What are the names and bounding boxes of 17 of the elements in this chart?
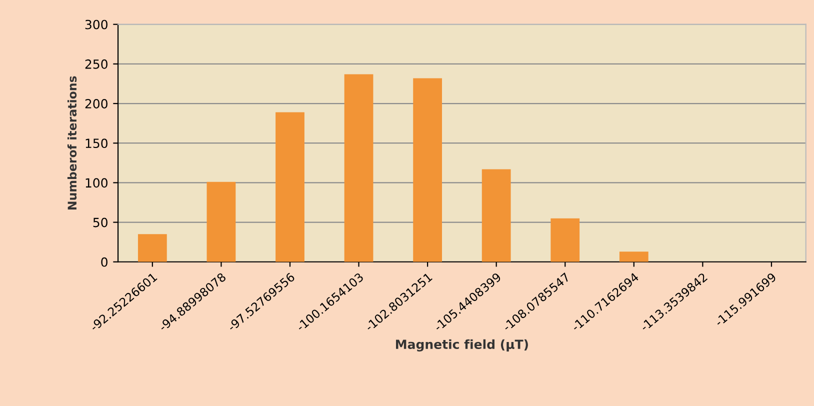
bar xyxy=(482,169,511,262)
bar xyxy=(550,218,580,262)
y-tick-label: 50 xyxy=(93,218,108,228)
y-tick-label: 300 xyxy=(85,20,108,30)
y-tick-label: 250 xyxy=(85,59,108,69)
y-tick-label: 150 xyxy=(86,138,108,148)
y-tick-label: 200 xyxy=(85,99,108,108)
x-axis-title: Magnetic field (µT) xyxy=(396,339,528,352)
bar xyxy=(344,74,374,262)
y-tick-label: 0 xyxy=(101,257,108,267)
bar xyxy=(276,112,304,262)
bar xyxy=(619,252,648,262)
bar xyxy=(413,78,442,262)
bar xyxy=(138,234,167,262)
y-axis-title: Numberof iterations xyxy=(67,76,77,210)
bar xyxy=(206,182,236,262)
y-tick-label: 100 xyxy=(86,178,108,188)
